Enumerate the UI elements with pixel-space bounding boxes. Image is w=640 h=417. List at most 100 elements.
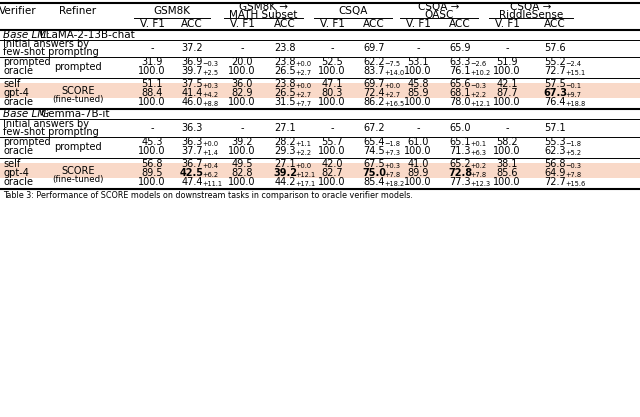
Text: Base LM:: Base LM: xyxy=(3,109,50,119)
Text: +2.2: +2.2 xyxy=(295,150,312,156)
Text: oracle: oracle xyxy=(3,146,33,156)
Text: 65.6: 65.6 xyxy=(449,79,471,89)
Text: GSM8K →: GSM8K → xyxy=(239,2,288,12)
Text: 39.2: 39.2 xyxy=(231,137,253,147)
Text: 89.9: 89.9 xyxy=(407,168,429,178)
Text: 31.9: 31.9 xyxy=(141,57,163,67)
Text: 72.7: 72.7 xyxy=(544,177,566,187)
Text: (fine-tuned): (fine-tuned) xyxy=(52,95,104,103)
Text: 71.3: 71.3 xyxy=(449,146,471,156)
Text: +18.2: +18.2 xyxy=(384,181,404,187)
Text: 45.3: 45.3 xyxy=(141,137,163,147)
Text: 27.1: 27.1 xyxy=(274,159,296,169)
Text: +0.3: +0.3 xyxy=(202,83,218,89)
Text: self: self xyxy=(3,159,20,169)
Text: -: - xyxy=(150,43,154,53)
Text: Initial answers by: Initial answers by xyxy=(3,119,89,129)
Text: 42.5: 42.5 xyxy=(180,168,204,178)
Text: 47.4: 47.4 xyxy=(181,177,203,187)
Text: 26.5: 26.5 xyxy=(274,66,296,76)
Text: prompted: prompted xyxy=(54,61,102,71)
Text: 67.5: 67.5 xyxy=(363,159,385,169)
Text: 82.8: 82.8 xyxy=(231,168,253,178)
Text: QASC: QASC xyxy=(424,10,454,20)
Text: 88.4: 88.4 xyxy=(141,88,163,98)
Text: V. F1: V. F1 xyxy=(406,19,431,29)
Text: +2.7: +2.7 xyxy=(295,70,312,76)
Text: 39.7: 39.7 xyxy=(181,66,203,76)
Text: -: - xyxy=(416,43,420,53)
Text: 85.9: 85.9 xyxy=(407,88,429,98)
Text: few-shot prompting: few-shot prompting xyxy=(3,47,99,57)
Text: 29.3: 29.3 xyxy=(275,146,296,156)
Text: 100.0: 100.0 xyxy=(493,66,521,76)
Text: +16.5: +16.5 xyxy=(384,101,404,107)
Text: 51.9: 51.9 xyxy=(496,57,518,67)
Text: 57.1: 57.1 xyxy=(544,123,566,133)
Text: 44.2: 44.2 xyxy=(275,177,296,187)
Text: 82.9: 82.9 xyxy=(231,88,253,98)
Text: 76.1: 76.1 xyxy=(449,66,471,76)
Text: +6.2: +6.2 xyxy=(202,172,218,178)
Text: −2.4: −2.4 xyxy=(565,61,581,67)
Text: +2.7: +2.7 xyxy=(384,92,401,98)
Text: Table 3: Performance of SCORE models on downstream tasks in comparison to oracle: Table 3: Performance of SCORE models on … xyxy=(3,191,413,199)
Text: +0.0: +0.0 xyxy=(384,83,401,89)
Text: prompted: prompted xyxy=(3,137,51,147)
Text: +17.1: +17.1 xyxy=(295,181,316,187)
Text: 62.2: 62.2 xyxy=(363,57,385,67)
Text: +11.1: +11.1 xyxy=(202,181,222,187)
Text: 42.0: 42.0 xyxy=(321,159,343,169)
Text: −0.3: −0.3 xyxy=(202,61,218,67)
Text: +15.1: +15.1 xyxy=(565,70,586,76)
Text: 51.1: 51.1 xyxy=(141,79,163,89)
Text: 39.2: 39.2 xyxy=(273,168,297,178)
Text: 100.0: 100.0 xyxy=(318,146,346,156)
Text: 64.9: 64.9 xyxy=(544,168,566,178)
Text: 53.1: 53.1 xyxy=(407,57,429,67)
Text: 100.0: 100.0 xyxy=(404,97,432,107)
Text: SCORE: SCORE xyxy=(61,166,95,176)
Text: -: - xyxy=(330,43,333,53)
Text: 100.0: 100.0 xyxy=(228,177,256,187)
Text: gpt-4: gpt-4 xyxy=(3,88,29,98)
Text: +15.6: +15.6 xyxy=(565,181,586,187)
Text: 57.6: 57.6 xyxy=(544,43,566,53)
Text: ACC: ACC xyxy=(449,19,471,29)
Text: 100.0: 100.0 xyxy=(138,177,166,187)
Text: +7.8: +7.8 xyxy=(565,172,581,178)
Text: Initial answers by: Initial answers by xyxy=(3,39,89,49)
Text: oracle: oracle xyxy=(3,66,33,76)
Text: +9.7: +9.7 xyxy=(565,92,581,98)
Text: 23.8: 23.8 xyxy=(275,57,296,67)
Text: CSQA →: CSQA → xyxy=(419,2,460,12)
Text: 77.3: 77.3 xyxy=(449,177,471,187)
Text: +1.1: +1.1 xyxy=(295,141,311,147)
Text: 100.0: 100.0 xyxy=(228,66,256,76)
Text: 72.4: 72.4 xyxy=(363,88,385,98)
Text: -: - xyxy=(150,123,154,133)
Text: 100.0: 100.0 xyxy=(493,177,521,187)
Text: +1.4: +1.4 xyxy=(202,150,218,156)
Text: 41.0: 41.0 xyxy=(407,159,429,169)
Text: 36.3: 36.3 xyxy=(181,137,203,147)
Text: 28.2: 28.2 xyxy=(274,137,296,147)
Text: -: - xyxy=(505,43,509,53)
Text: +12.1: +12.1 xyxy=(470,101,490,107)
Text: 100.0: 100.0 xyxy=(138,97,166,107)
Text: 72.7: 72.7 xyxy=(544,66,566,76)
Text: ACC: ACC xyxy=(181,19,203,29)
Text: 100.0: 100.0 xyxy=(404,146,432,156)
Text: 36.3: 36.3 xyxy=(181,123,203,133)
Text: 38.1: 38.1 xyxy=(496,159,518,169)
Text: 75.0: 75.0 xyxy=(362,168,386,178)
Text: 55.2: 55.2 xyxy=(544,57,566,67)
Text: ACC: ACC xyxy=(544,19,566,29)
Text: ACC: ACC xyxy=(363,19,385,29)
Text: 100.0: 100.0 xyxy=(493,97,521,107)
Text: self: self xyxy=(3,79,20,89)
Text: 80.3: 80.3 xyxy=(321,88,342,98)
Text: 65.0: 65.0 xyxy=(449,123,471,133)
Text: +8.8: +8.8 xyxy=(202,101,218,107)
Text: oracle: oracle xyxy=(3,97,33,107)
